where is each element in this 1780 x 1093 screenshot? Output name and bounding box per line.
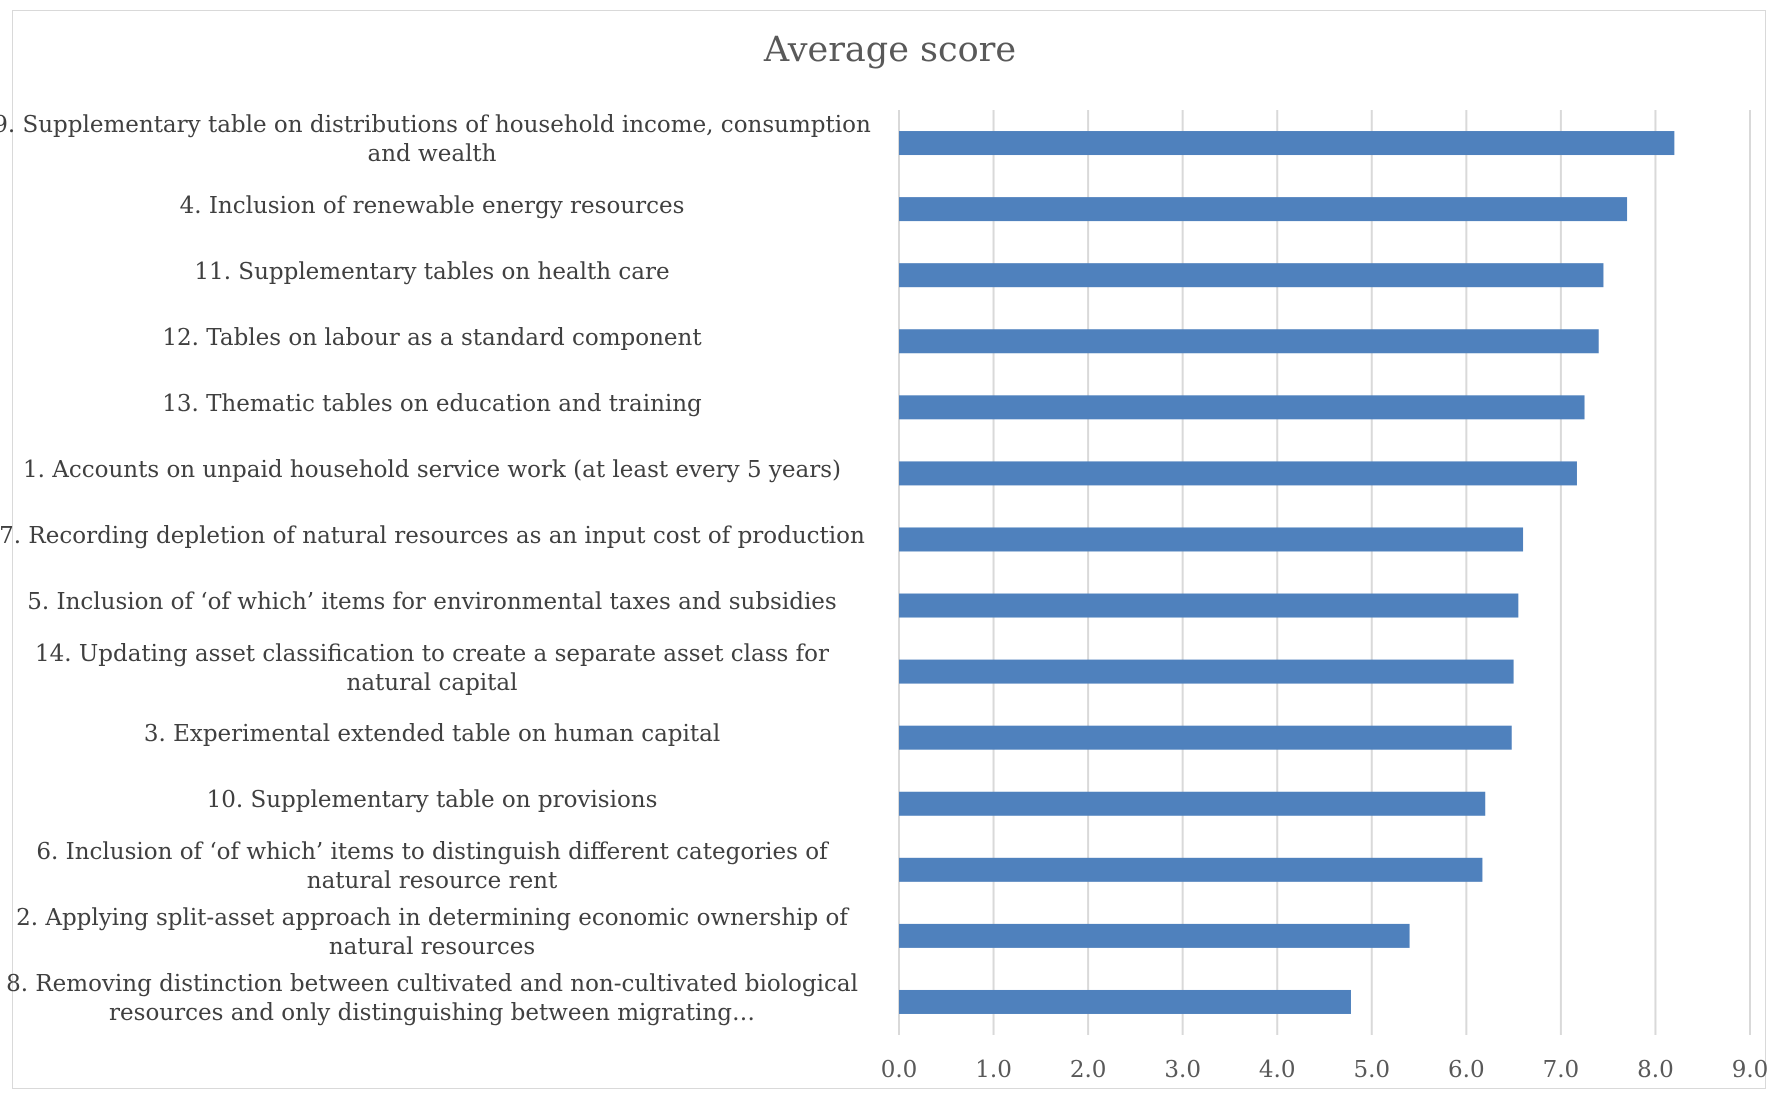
x-tick-label: 3.0: [1164, 1057, 1201, 1083]
x-tick-label: 8.0: [1637, 1057, 1674, 1083]
bar: [899, 197, 1628, 222]
category-label: 14. Updating asset classification to cre…: [35, 640, 829, 696]
bar: [899, 923, 1410, 948]
category-label: 3. Experimental extended table on human …: [143, 721, 721, 748]
category-label: 8. Removing distinction between cultivat…: [6, 970, 858, 1026]
bar: [899, 263, 1604, 288]
category-label: 6. Inclusion of ‘of which’ items to dist…: [36, 838, 828, 894]
bar: [899, 461, 1577, 486]
x-tick-label: 1.0: [975, 1057, 1012, 1083]
bar: [899, 857, 1483, 882]
bar: [899, 395, 1585, 420]
x-tick-label: 7.0: [1543, 1057, 1580, 1083]
category-label: 13. Thematic tables on education and tra…: [162, 390, 702, 417]
x-tick-label: 5.0: [1353, 1057, 1390, 1083]
bar: [899, 527, 1524, 552]
x-tick-label: 2.0: [1070, 1057, 1107, 1083]
x-tick-label: 0.0: [881, 1057, 918, 1083]
x-tick-label: 6.0: [1448, 1057, 1485, 1083]
chart-title: Average score: [763, 30, 1017, 70]
x-tick-label: 9.0: [1732, 1057, 1769, 1083]
bar: [899, 791, 1486, 816]
category-label: 12. Tables on labour as a standard compo…: [162, 324, 702, 351]
category-label: 5. Inclusion of ‘of which’ items for env…: [27, 589, 837, 616]
bar: [899, 725, 1512, 750]
category-label: 10. Supplementary table on provisions: [206, 787, 658, 814]
bar: [899, 329, 1599, 354]
x-tick-label: 4.0: [1259, 1057, 1296, 1083]
bar: [899, 989, 1351, 1014]
category-label: 4. Inclusion of renewable energy resourc…: [179, 192, 685, 219]
category-label: 7. Recording depletion of natural resour…: [0, 522, 865, 549]
category-label: 9. Supplementary table on distributions …: [0, 112, 871, 168]
bar: [899, 593, 1519, 618]
bar: [899, 131, 1675, 156]
category-label: 2. Applying split-asset approach in dete…: [16, 904, 848, 960]
category-label: 11. Supplementary tables on health care: [194, 258, 670, 285]
bar: [899, 659, 1514, 684]
category-label: 1. Accounts on unpaid household service …: [23, 456, 841, 483]
